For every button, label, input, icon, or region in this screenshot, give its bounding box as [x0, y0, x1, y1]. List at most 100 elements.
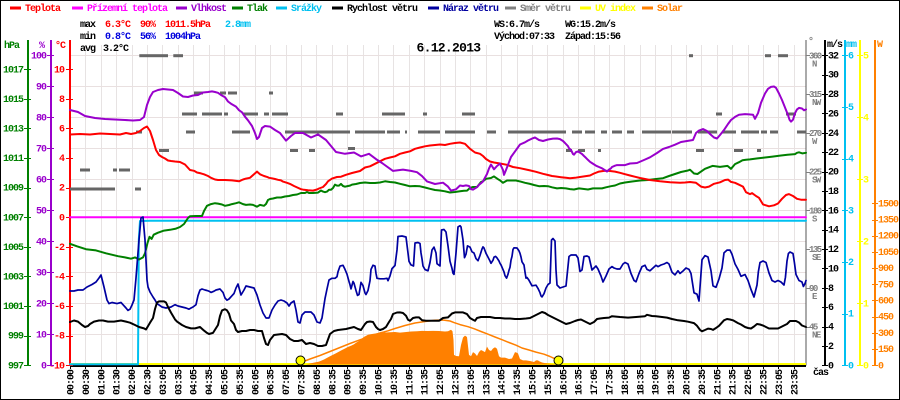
svg-text:360: 360: [809, 51, 822, 61]
svg-text:07:35: 07:35: [298, 369, 309, 395]
svg-text:10:05: 10:05: [375, 369, 386, 395]
svg-text:1500: 1500: [878, 199, 899, 210]
svg-text:4: 4: [828, 323, 834, 334]
svg-text:1005: 1005: [3, 243, 24, 254]
svg-text:70: 70: [36, 144, 47, 155]
svg-text:%: %: [39, 41, 45, 52]
svg-text:6.12.2013: 6.12.2013: [417, 41, 482, 56]
svg-text:12:05: 12:05: [436, 369, 447, 395]
svg-text:18: 18: [828, 187, 839, 198]
svg-text:150: 150: [878, 345, 894, 356]
svg-text:1001: 1001: [3, 302, 24, 313]
svg-text:5: 5: [848, 103, 854, 114]
svg-text:17:35: 17:35: [606, 369, 617, 395]
svg-text:02:00: 02:00: [128, 369, 139, 395]
svg-text:23:35: 23:35: [790, 369, 801, 395]
svg-text:11:05: 11:05: [405, 369, 416, 395]
svg-text:270: 270: [809, 129, 822, 139]
svg-text:WS:6.7m/s: WS:6.7m/s: [494, 19, 540, 31]
svg-text:03:35: 03:35: [174, 369, 185, 395]
svg-text:Přízemní teplota: Přízemní teplota: [87, 3, 168, 15]
svg-text:N: N: [812, 59, 817, 69]
svg-text:12: 12: [828, 245, 839, 256]
svg-text:56%: 56%: [140, 32, 156, 43]
svg-text:30: 30: [828, 71, 839, 82]
svg-text:13:35: 13:35: [482, 369, 493, 395]
svg-text:1011.5hPa: 1011.5hPa: [165, 19, 211, 31]
svg-text:2.8mm: 2.8mm: [225, 20, 251, 31]
svg-text:17:05: 17:05: [590, 369, 601, 395]
svg-text:2: 2: [828, 342, 834, 353]
svg-text:1050: 1050: [878, 248, 899, 259]
svg-text:225: 225: [809, 168, 822, 178]
svg-text:2: 2: [863, 237, 869, 248]
svg-text:15:05: 15:05: [529, 369, 540, 395]
svg-text:22:35: 22:35: [760, 369, 771, 395]
svg-text:4: 4: [59, 154, 65, 165]
svg-text:32: 32: [828, 51, 839, 62]
svg-text:45: 45: [809, 323, 818, 333]
svg-text:00:30: 00:30: [82, 369, 93, 395]
svg-text:600: 600: [878, 297, 894, 308]
svg-text:6: 6: [828, 303, 834, 314]
svg-text:16:05: 16:05: [559, 369, 570, 395]
svg-text:21:35: 21:35: [729, 369, 740, 395]
svg-text:2: 2: [848, 258, 854, 269]
svg-text:03:05: 03:05: [159, 369, 170, 395]
svg-text:06:05: 06:05: [251, 369, 262, 395]
svg-text:10:35: 10:35: [390, 369, 401, 395]
svg-text:Směr větru: Směr větru: [520, 3, 571, 15]
svg-text:-4: -4: [54, 273, 65, 284]
svg-text:19:35: 19:35: [667, 369, 678, 395]
svg-text:0: 0: [41, 361, 47, 372]
svg-text:07:05: 07:05: [282, 369, 293, 395]
svg-text:30: 30: [36, 268, 47, 279]
svg-text:4: 4: [863, 113, 869, 124]
svg-text:2: 2: [59, 184, 65, 195]
svg-text:20:35: 20:35: [698, 369, 709, 395]
svg-text:08:35: 08:35: [328, 369, 339, 395]
svg-text:SE: SE: [812, 253, 822, 263]
svg-text:450: 450: [878, 313, 894, 324]
svg-text:1003: 1003: [3, 273, 24, 284]
svg-text:čas: čas: [813, 367, 829, 379]
svg-text:max: max: [80, 20, 96, 31]
svg-text:6: 6: [848, 51, 854, 62]
svg-text:Východ:07:33: Východ:07:33: [494, 31, 555, 43]
svg-text:1007: 1007: [3, 213, 24, 224]
svg-text:18:35: 18:35: [636, 369, 647, 395]
svg-text:NW: NW: [812, 98, 822, 108]
svg-text:05:35: 05:35: [236, 369, 247, 395]
svg-text:Náraz větru: Náraz větru: [443, 3, 499, 15]
svg-text:1009: 1009: [3, 184, 24, 195]
svg-text:10: 10: [36, 330, 47, 341]
svg-text:Tlak: Tlak: [247, 3, 268, 15]
svg-text:100: 100: [31, 51, 47, 62]
svg-text:08:05: 08:05: [313, 369, 324, 395]
svg-text:06:35: 06:35: [267, 369, 278, 395]
svg-text:315: 315: [809, 90, 822, 100]
svg-text:-8: -8: [54, 332, 65, 343]
svg-text:09:35: 09:35: [359, 369, 370, 395]
svg-text:14: 14: [828, 226, 839, 237]
svg-text:UV index: UV index: [595, 3, 636, 15]
svg-text:3: 3: [848, 206, 854, 217]
svg-text:60: 60: [36, 175, 47, 186]
svg-text:°C: °C: [55, 40, 66, 52]
svg-text:SW: SW: [812, 176, 822, 186]
svg-text:avg: avg: [80, 44, 96, 55]
svg-text:13:05: 13:05: [467, 369, 478, 395]
svg-text:80: 80: [36, 113, 47, 124]
svg-text:0: 0: [863, 361, 869, 372]
svg-text:1004hPa: 1004hPa: [165, 31, 201, 43]
svg-text:750: 750: [878, 280, 894, 291]
svg-text:6: 6: [59, 125, 65, 136]
svg-text:90%: 90%: [140, 20, 156, 31]
svg-text:16: 16: [828, 206, 839, 217]
svg-text:-2: -2: [54, 243, 65, 254]
svg-text:50: 50: [36, 206, 47, 217]
svg-text:0: 0: [59, 213, 65, 224]
svg-text:-6: -6: [54, 302, 65, 313]
svg-text:hPa: hPa: [4, 40, 20, 52]
svg-text:00:00: 00:00: [67, 369, 78, 395]
